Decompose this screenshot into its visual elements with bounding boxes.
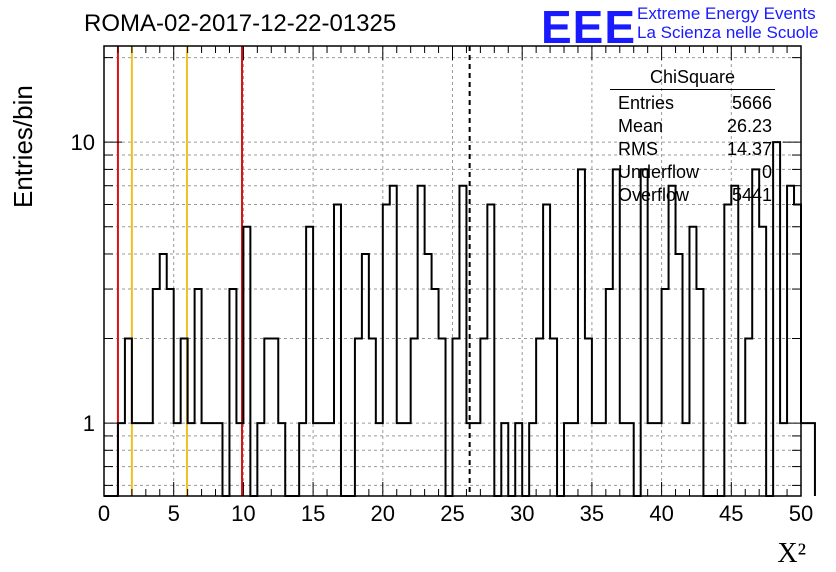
stats-value: 14.37 [726, 139, 772, 159]
stats-row: Entries 5666 [610, 92, 775, 115]
stats-value: 26.23 [726, 116, 772, 136]
x-tick-label: 15 [301, 501, 325, 526]
stats-value: 0 [761, 162, 772, 182]
x-axis-label: X² [777, 538, 806, 569]
x-tick-label: 50 [789, 501, 813, 526]
logo-subtitle-1: Extreme Energy Events [637, 4, 816, 23]
tick-labels: 0 5 10 15 20 25 30 35 40 45 50 1 10 [71, 130, 814, 526]
chart-title: ROMA-02-2017-12-22-01325 [84, 10, 397, 37]
x-tick-label: 0 [98, 501, 110, 526]
x-tick-label: 45 [719, 501, 743, 526]
stats-row: RMS 14.37 [610, 138, 775, 161]
y-tick-label: 10 [71, 130, 95, 155]
x-tick-label: 30 [510, 501, 534, 526]
axes [103, 45, 802, 497]
stats-value: 5441 [731, 185, 772, 205]
stats-row: Underflow 0 [610, 161, 775, 184]
x-tick-label: 40 [649, 501, 673, 526]
stats-row: Mean 26.23 [610, 115, 775, 138]
x-tick-label: 20 [371, 501, 395, 526]
y-tick-label: 1 [83, 411, 95, 436]
stats-title: ChiSquare [610, 65, 775, 90]
x-tick-label: 25 [440, 501, 464, 526]
stats-label: RMS [618, 139, 658, 159]
eee-logo: EEE [541, 1, 637, 53]
stats-label: Overflow [618, 185, 690, 205]
stats-label: Entries [618, 93, 675, 113]
histogram-outline [104, 141, 816, 497]
stats-box: ChiSquare Entries 5666 Mean 26.23 RMS 14.37… [610, 65, 775, 207]
x-tick-label: 35 [580, 501, 604, 526]
histogram-series [104, 141, 816, 497]
logo-subtitle-2: La Scienza nelle Scuole [637, 23, 819, 42]
x-tick-label: 10 [231, 501, 255, 526]
stats-label: Mean [618, 116, 664, 136]
stats-value: 5666 [731, 93, 772, 113]
stats-row: Overflow 5441 [610, 184, 775, 207]
x-tick-label: 5 [168, 501, 180, 526]
stats-label: Underflow [618, 162, 700, 182]
y-axis-label: Entries/bin [8, 85, 38, 208]
